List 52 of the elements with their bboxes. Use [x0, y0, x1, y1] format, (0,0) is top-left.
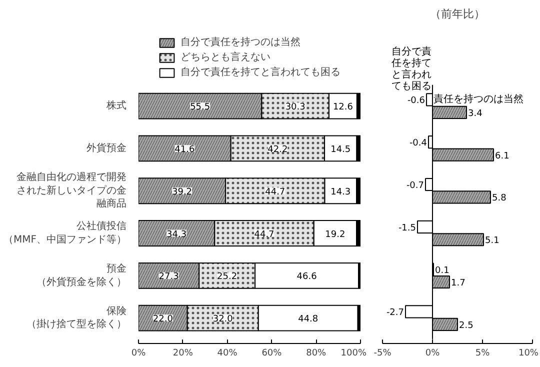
data-label: -0.4 [409, 138, 428, 149]
x-tick-label: 80% [306, 348, 327, 358]
x-tick-label: 40% [217, 348, 238, 358]
data-label: 44.8 [298, 314, 318, 325]
series-label: 自分で責任を持てと言われても困る [390, 45, 432, 92]
x-tick-label: 60% [262, 348, 282, 358]
data-label: -0.6 [407, 96, 426, 106]
y-tick-label: 保険（掛け捨て型を除く） [26, 306, 126, 330]
data-label: 5.1 [485, 236, 500, 246]
y-tick-label: 外貨預金 [86, 142, 126, 154]
y-tick-label: 株式 [106, 100, 126, 112]
data-label: -0.7 [406, 181, 424, 191]
data-label: 6.1 [495, 151, 510, 162]
data-label: 1.7 [451, 278, 466, 289]
data-label: 3.4 [468, 108, 483, 119]
data-label: -1.5 [398, 223, 416, 234]
data-label: 42.2 [268, 144, 288, 155]
series-label: 責任を持つのは当然 [434, 93, 524, 106]
x-tick-label: 0% [131, 348, 146, 358]
legend-label: どちらとも言えない [180, 50, 270, 64]
x-tick-label: 5% [475, 348, 490, 358]
data-label: 2.5 [459, 320, 474, 331]
data-label: 46.6 [296, 272, 318, 282]
data-label: 41.6 [174, 144, 195, 155]
legend-label: 自分で責任を持つのは当然 [180, 36, 300, 49]
y-tick-label: 金融自由化の過程で開発された新しいタイプの金融商品 [16, 171, 126, 210]
chart-title: （前年比） [430, 8, 485, 20]
data-label: 12.6 [332, 102, 354, 113]
x-tick-label: 100% [340, 348, 367, 358]
data-label: 32.0 [212, 314, 234, 325]
data-label: 44.7 [265, 187, 286, 198]
data-label: 30.3 [285, 102, 306, 113]
data-label: 55.5 [190, 102, 210, 113]
data-label: 0.1 [435, 266, 450, 276]
data-label: 25.2 [217, 272, 238, 282]
data-label: 14.3 [330, 187, 351, 198]
data-label: 22.0 [152, 314, 174, 325]
data-label: -2.7 [386, 308, 404, 318]
data-label: 27.3 [158, 272, 179, 282]
legend-label: 自分で責任を持てと言われても困る [180, 66, 340, 79]
data-label: 14.5 [330, 144, 351, 155]
data-label: 19.2 [325, 230, 346, 240]
data-label: 5.8 [492, 194, 507, 204]
y-tick-label: 公社債投信（MMF、中国ファンド等） [3, 220, 127, 246]
data-label: 34.3 [166, 230, 187, 240]
x-tick-label: 10% [518, 348, 539, 358]
x-tick-label: 0% [425, 348, 440, 358]
x-tick-label: 20% [172, 348, 194, 358]
y-tick-label: 預金（外貨預金を除く） [36, 262, 126, 288]
data-label: 39.2 [172, 187, 192, 198]
data-label: 44.7 [254, 230, 274, 240]
x-tick-label: -5% [374, 348, 392, 358]
